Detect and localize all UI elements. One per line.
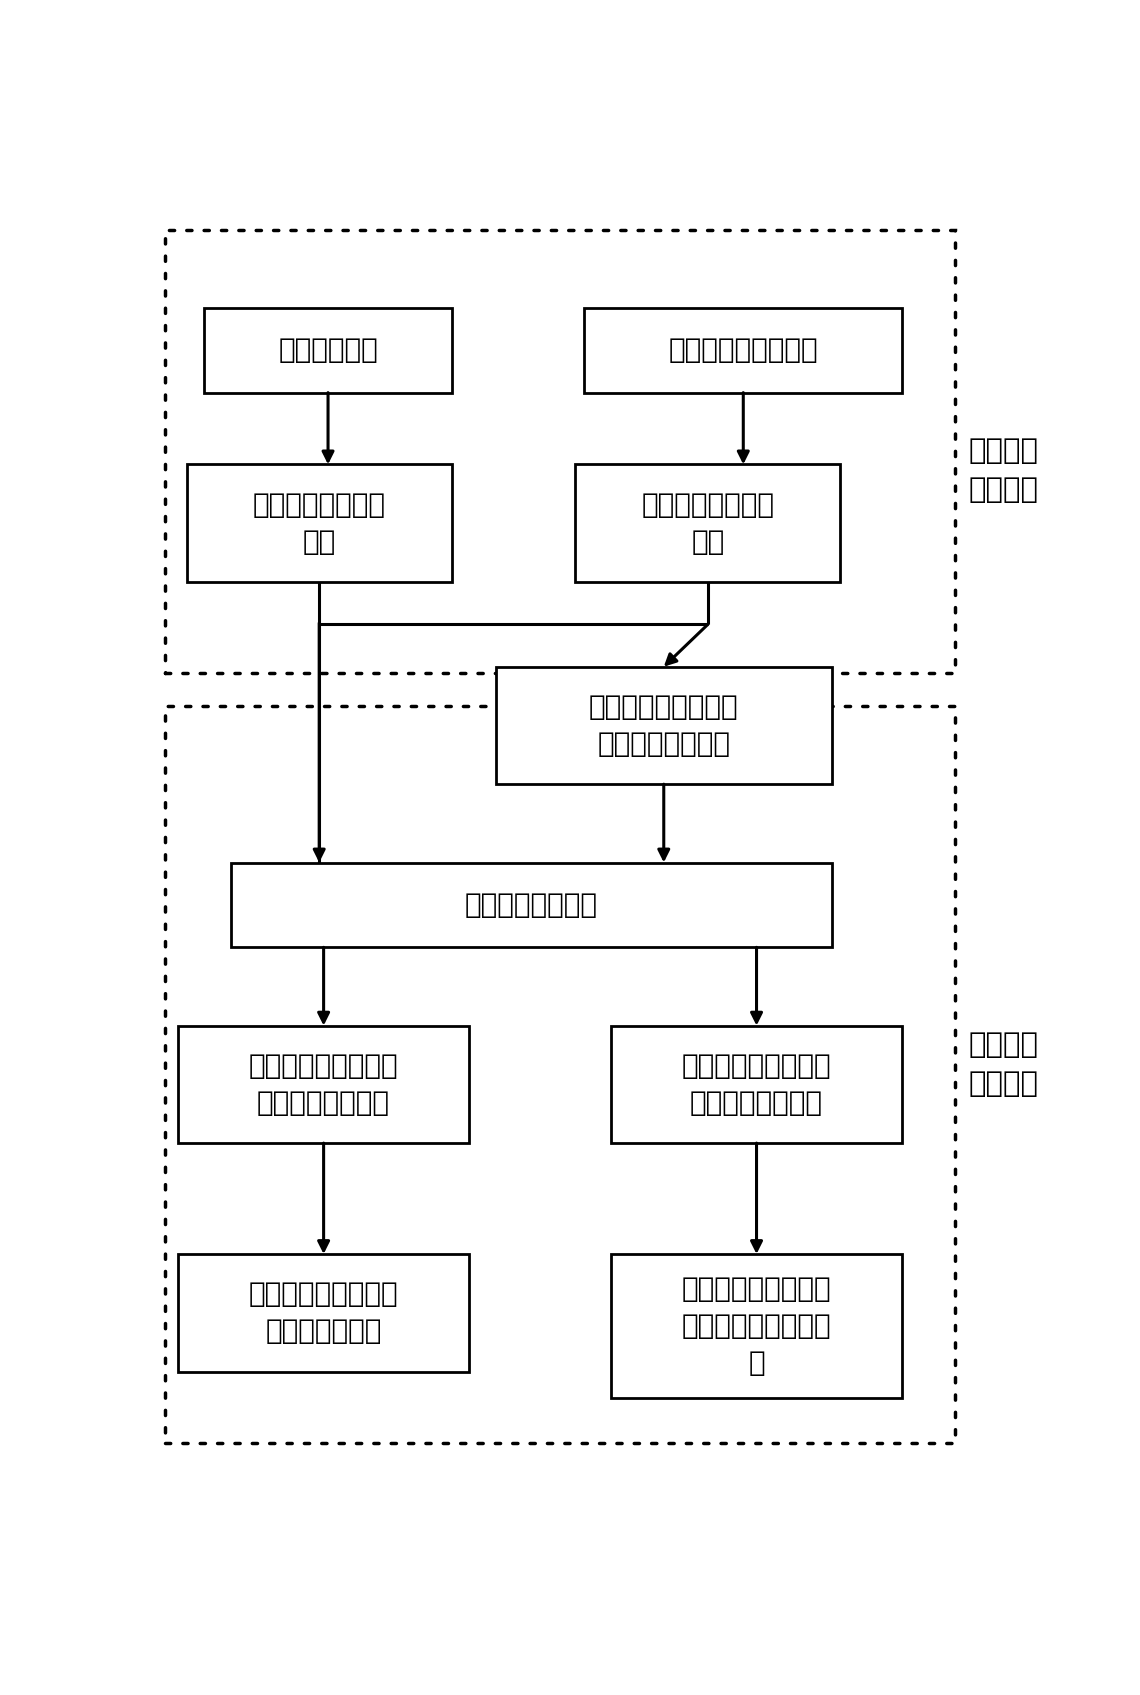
Text: 高速摄影图像: 高速摄影图像 <box>278 336 378 364</box>
Text: 得到基于被覆层信息
的声带力学参数: 得到基于被覆层信息 的声带力学参数 <box>249 1280 399 1346</box>
Text: 提取声门面积时间
序列: 提取声门面积时间 序列 <box>253 492 385 556</box>
Bar <box>611 1025 903 1142</box>
Text: 根据声门特征点配准
得到综合时间序列: 根据声门特征点配准 得到综合时间序列 <box>589 693 739 758</box>
Text: 高帧率超声射频信号: 高帧率超声射频信号 <box>668 336 819 364</box>
Bar <box>611 1254 903 1398</box>
Text: 提取体层位移时间
序列: 提取体层位移时间 序列 <box>642 492 774 556</box>
Text: 基于二质量块模型，
利用遗传算法反求: 基于二质量块模型， 利用遗传算法反求 <box>249 1053 399 1117</box>
Bar <box>584 308 903 393</box>
Bar <box>164 229 955 673</box>
Bar <box>576 464 840 581</box>
Text: 选择声带振动模型: 选择声带振动模型 <box>465 892 597 919</box>
Bar <box>496 666 832 785</box>
Bar <box>178 1254 470 1371</box>
Text: 成像数据
处理模块: 成像数据 处理模块 <box>969 437 1039 505</box>
Bar <box>204 308 451 393</box>
Text: 得到基于体层和被覆
层信息的声带力学参
数: 得到基于体层和被覆 层信息的声带力学参 数 <box>682 1275 831 1376</box>
Text: 基于三质量块模型，
利用遗传算法反求: 基于三质量块模型， 利用遗传算法反求 <box>682 1053 831 1117</box>
Bar <box>178 1025 470 1142</box>
Bar <box>164 705 955 1444</box>
Text: 力学参数
提取模块: 力学参数 提取模块 <box>969 1031 1039 1098</box>
Bar <box>230 863 832 948</box>
Bar <box>187 464 451 581</box>
